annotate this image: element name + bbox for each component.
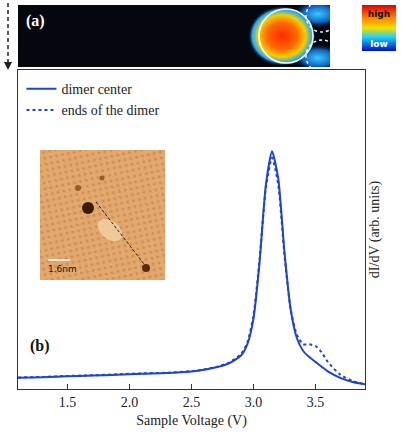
svg-text:low: low bbox=[370, 39, 388, 49]
svg-text:dimer center: dimer center bbox=[61, 82, 132, 97]
svg-text:2.5: 2.5 bbox=[183, 395, 201, 410]
svg-text:(b): (b) bbox=[30, 337, 50, 355]
svg-text:high: high bbox=[368, 9, 390, 19]
svg-text:(a): (a) bbox=[26, 12, 45, 30]
svg-text:3.5: 3.5 bbox=[307, 395, 325, 410]
svg-text:1.5: 1.5 bbox=[59, 395, 77, 410]
svg-text:ends of the dimer: ends of the dimer bbox=[61, 103, 159, 118]
svg-text:2.0: 2.0 bbox=[121, 395, 139, 410]
svg-text:Sample Voltage (V): Sample Voltage (V) bbox=[136, 413, 247, 429]
svg-text:dI/dV (arb. units): dI/dV (arb. units) bbox=[367, 180, 383, 278]
svg-text:3.0: 3.0 bbox=[245, 395, 263, 410]
svg-text:1.6nm: 1.6nm bbox=[48, 264, 77, 274]
